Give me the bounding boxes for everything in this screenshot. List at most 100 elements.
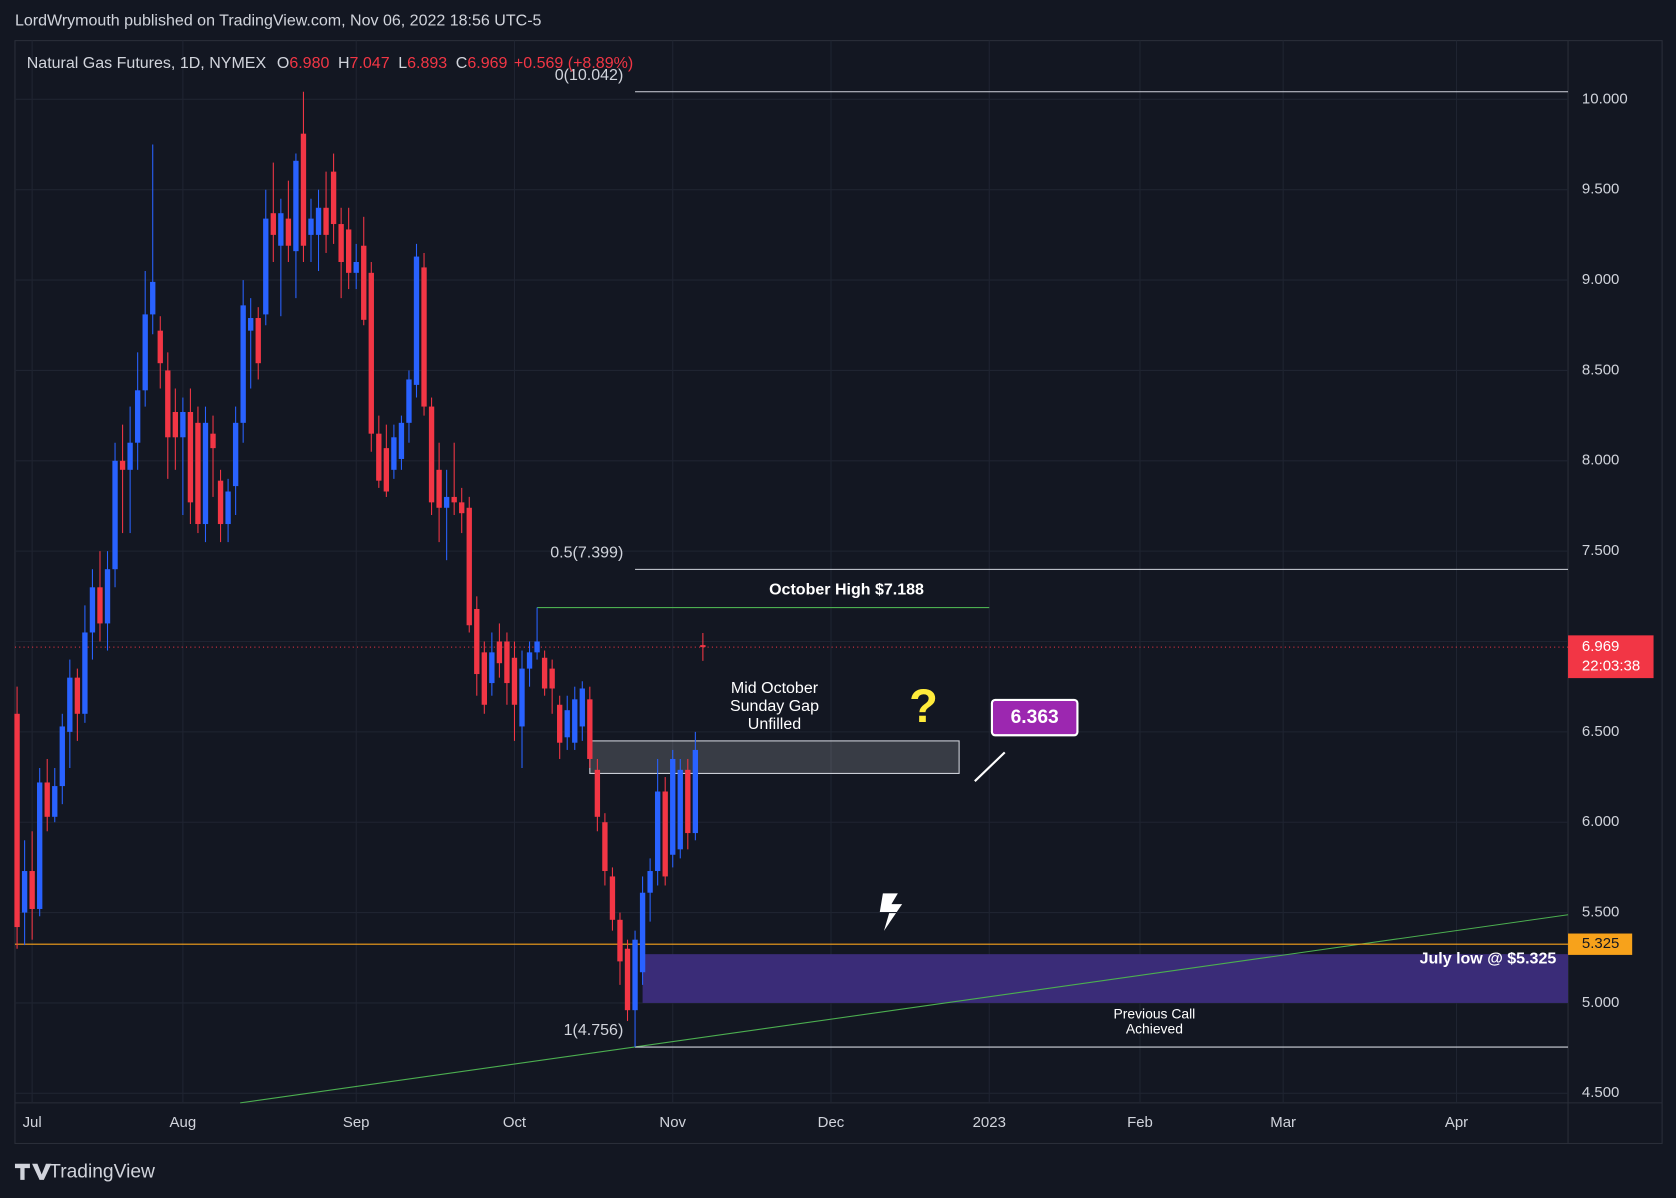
candle-body (134, 390, 141, 443)
x-tick-label: Nov (659, 1114, 686, 1131)
candle-body (263, 218, 269, 315)
legend-value: 6.893 (407, 54, 447, 72)
candle-body (74, 677, 81, 714)
candle-body (142, 314, 148, 391)
brand-logo (14, 1163, 52, 1180)
x-tick-label: Sep (343, 1114, 370, 1131)
candle-body (285, 218, 292, 246)
target-zone (642, 954, 1569, 1003)
callout-value: 6.363 (1011, 707, 1059, 728)
y-tick-label: 9.500 (1582, 181, 1619, 198)
candle-body (504, 641, 510, 684)
candle-body (579, 688, 585, 727)
candle-body (466, 507, 472, 626)
gap-zone-note: Unfilled (748, 715, 801, 733)
candle-body (700, 645, 706, 648)
gap-zone-note: Mid October (731, 679, 819, 697)
last-price-badge (1568, 635, 1654, 679)
legend-value: 6.980 (289, 54, 329, 72)
x-tick-label: Aug (170, 1114, 197, 1131)
publish-header: LordWrymouth published on TradingView.co… (15, 12, 542, 30)
candle-body (406, 379, 412, 423)
gap-zone-note: Sunday Gap (730, 697, 819, 715)
candle-body (270, 213, 276, 235)
candle-body (210, 433, 216, 449)
y-tick-label: 5.000 (1582, 994, 1619, 1011)
y-tick-label: 6.000 (1582, 813, 1619, 830)
candle-body (323, 207, 329, 235)
candle-body (662, 791, 668, 877)
candle-body (59, 726, 65, 787)
candle-body (511, 657, 518, 705)
x-tick-label: Dec (818, 1114, 845, 1131)
candle-body (52, 786, 58, 817)
candle-body (240, 305, 246, 423)
candle-body (602, 822, 608, 872)
candle-body (564, 710, 570, 738)
candle-body (368, 272, 374, 434)
candle-body (278, 213, 284, 246)
candle-body (496, 641, 503, 664)
candle-body (150, 281, 156, 315)
candle-body (677, 769, 683, 850)
candle-body (21, 871, 28, 913)
legend: Natural Gas Futures, 1D, NYMEX O6.980 H7.0… (27, 54, 633, 72)
gap-zone (589, 740, 960, 774)
brand-name: TradingView (49, 1161, 155, 1182)
candle-body (202, 422, 209, 525)
legend-key: L (398, 54, 407, 72)
candle-body (217, 480, 224, 525)
legend-title: Natural Gas Futures, 1D, NYMEX (27, 54, 267, 72)
candle-body (413, 256, 420, 385)
candle-body (670, 758, 676, 855)
candle-body (255, 318, 261, 364)
candle-body (443, 496, 450, 508)
candle-body (534, 641, 540, 653)
fib-level-label: 0.5(7.399) (550, 544, 623, 562)
pane-border (14, 40, 1663, 1145)
target-zone-note: Previous Call (1114, 1005, 1196, 1021)
candle-body (361, 245, 367, 320)
candle-body (37, 782, 43, 909)
y-tick-label: 4.500 (1582, 1084, 1619, 1101)
y-tick-label: 6.500 (1582, 723, 1619, 740)
legend-value: 7.047 (350, 54, 390, 72)
candle-body (248, 318, 254, 331)
candle-body (97, 587, 103, 624)
legend-key: C (456, 54, 468, 72)
candle-body (654, 791, 661, 872)
candle-body (180, 411, 186, 438)
candle-body (459, 502, 465, 514)
y-tick-label: 10.000 (1582, 90, 1628, 107)
last-price-value: 6.969 (1582, 638, 1619, 655)
candle-body (67, 677, 73, 732)
candle-body (609, 876, 616, 920)
candle-body (104, 569, 111, 624)
candle-body (225, 491, 231, 525)
candle-body (624, 948, 631, 1011)
candle-body (112, 460, 118, 570)
candle-body (647, 871, 653, 893)
candle-body (44, 782, 50, 817)
candle-body (353, 261, 359, 273)
candle-body (436, 469, 442, 508)
legend-key: O (277, 54, 289, 72)
candle-body (330, 171, 337, 225)
candle-body (89, 587, 96, 633)
candle-body (14, 713, 20, 928)
candle-body (632, 939, 638, 1011)
candle-body (617, 919, 623, 962)
candle-body (587, 699, 593, 759)
candle-body (519, 668, 525, 727)
x-tick-label: Feb (1127, 1114, 1153, 1131)
candle-body (300, 133, 307, 246)
candle-body (308, 218, 314, 235)
last-price-countdown: 22:03:38 (1582, 657, 1640, 674)
y-tick-label: 7.500 (1582, 542, 1619, 559)
x-tick-label: Oct (503, 1114, 527, 1131)
x-tick-label: Jul (23, 1114, 42, 1131)
candle-body (526, 652, 533, 669)
candle-body (474, 608, 480, 675)
candle-body (428, 406, 435, 503)
